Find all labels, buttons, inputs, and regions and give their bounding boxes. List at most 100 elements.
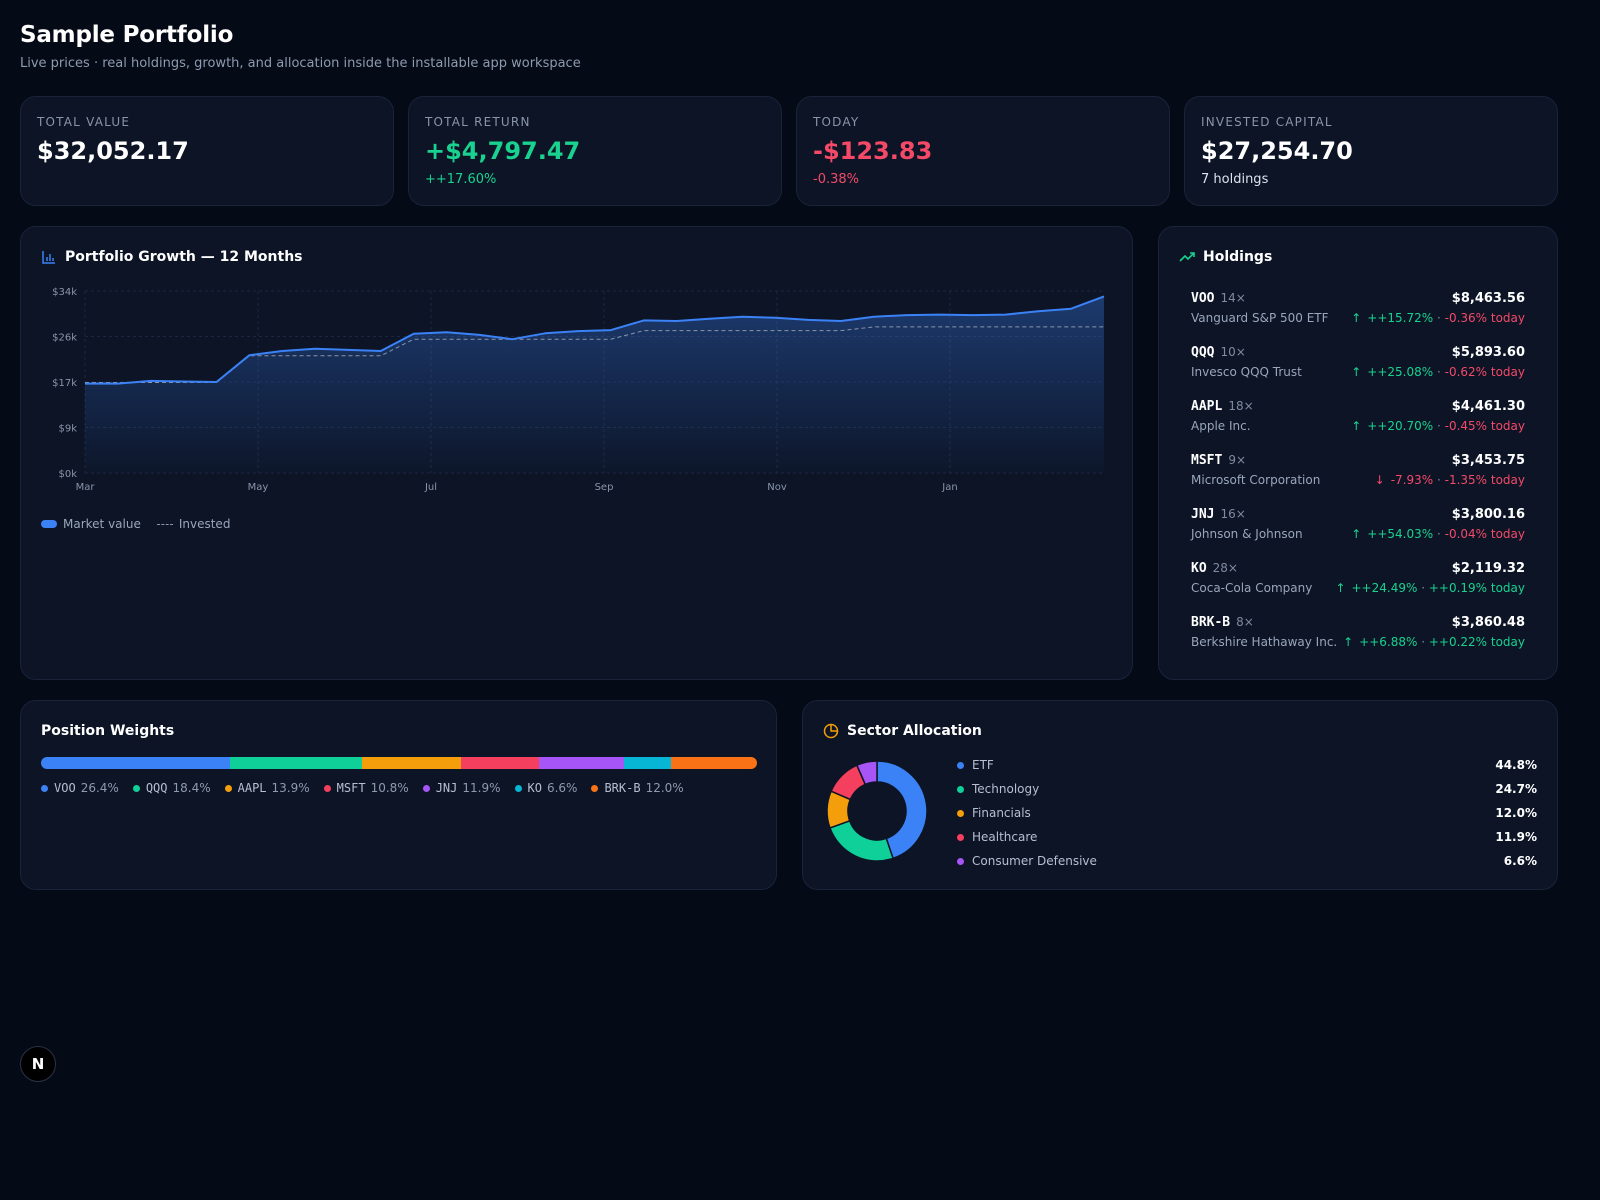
weight-segment-jnj (538, 757, 624, 769)
weights-title: Position Weights (41, 723, 175, 739)
holding-value: $5,893.60 (1451, 345, 1525, 360)
weight-segment-voo (41, 757, 231, 769)
holding-row[interactable]: JNJ 16× Johnson & Johnson $3,800.16 ↑ ++54.03… (1191, 507, 1525, 547)
weight-legend-item: AAPL 13.9% (224, 781, 310, 795)
holding-row[interactable]: MSFT 9× Microsoft Corporation $3,453.75 ↓ -7.… (1191, 453, 1525, 493)
sector-dot (957, 833, 964, 841)
weight-segment-aapl (361, 757, 462, 769)
holding-ticker-text: MSFT (1191, 453, 1223, 468)
holding-shares: 16× (1220, 507, 1246, 521)
separator: · (1417, 581, 1429, 595)
weight-pct: 18.4% (172, 781, 211, 795)
holding-value: $3,860.48 (1451, 615, 1525, 630)
next-logo-icon[interactable]: N (20, 1046, 56, 1082)
weight-dot (514, 784, 522, 792)
weight-pct: 12.0% (645, 781, 684, 795)
stat-card-invested-capital: INVESTED CAPITAL $27,254.70 7 holdings (1184, 96, 1558, 206)
holding-row[interactable]: BRK-B 8× Berkshire Hathaway Inc. $3,860.48 ↑… (1191, 615, 1525, 655)
weight-dot (132, 784, 140, 792)
holding-arrow-icon: ↓ (1374, 473, 1385, 487)
weight-legend-item: JNJ 11.9% (422, 781, 501, 795)
holding-arrow-icon: ↑ (1351, 365, 1362, 379)
holding-today-change: -0.04% today (1444, 527, 1525, 541)
separator: · (1433, 473, 1445, 487)
separator: · (1417, 635, 1429, 649)
holding-shares: 8× (1236, 615, 1254, 629)
holding-change: ↑ ++24.49% · ++0.19% today (1335, 581, 1525, 595)
holding-ticker: VOO 14× (1191, 291, 1246, 306)
weight-ticker: BRK-B (604, 781, 641, 795)
holding-change: ↑ ++25.08% · -0.62% today (1351, 365, 1525, 379)
holding-today-change: -0.45% today (1444, 419, 1525, 433)
holding-ticker: AAPL 18× (1191, 399, 1254, 414)
weight-segment-qqq (230, 757, 362, 769)
weight-pct: 11.9% (462, 781, 501, 795)
stat-label: INVESTED CAPITAL (1201, 115, 1333, 129)
holdings-card: Holdings VOO 14× Vanguard S&P 500 ETF $8,46… (1158, 226, 1558, 680)
y-tick-label: $0k (58, 469, 77, 480)
sector-row: Technology 24.7% (957, 781, 1537, 797)
market-value-area (85, 296, 1104, 473)
holding-ticker-text: QQQ (1191, 345, 1215, 360)
sector-pct: 6.6% (1503, 854, 1537, 868)
stat-label: TODAY (813, 115, 860, 129)
position-weights-card: Position Weights VOO 26.4% QQQ 18.4% AAPL 13.… (20, 700, 777, 890)
sector-pct: 11.9% (1495, 830, 1537, 844)
holding-change: ↓ -7.93% · -1.35% today (1375, 473, 1525, 487)
page-subtitle: Live prices · real holdings, growth, and… (20, 56, 581, 71)
stat-value: $27,254.70 (1201, 137, 1353, 165)
holding-total-return: ++25.08% (1367, 365, 1434, 379)
y-tick-label: $26k (52, 333, 77, 344)
badge-label: N (31, 1055, 45, 1073)
holding-ticker: MSFT 9× (1191, 453, 1246, 468)
trending-up-icon (1179, 252, 1195, 262)
holding-total-return: ++54.03% (1367, 527, 1434, 541)
weight-ticker: MSFT (336, 781, 366, 795)
x-tick-label: Sep (595, 482, 614, 493)
sector-title-text: Sector Allocation (847, 723, 982, 739)
holding-arrow-icon: ↑ (1343, 635, 1354, 649)
holdings-title-text: Holdings (1203, 249, 1273, 265)
holding-total-return: -7.93% (1390, 473, 1434, 487)
holding-today-change: ++0.22% today (1428, 635, 1525, 649)
weight-pct: 13.9% (271, 781, 310, 795)
sector-row: Financials 12.0% (957, 805, 1537, 821)
weight-ticker: KO (527, 781, 542, 795)
holding-name: Invesco QQQ Trust (1191, 365, 1302, 379)
bar-chart-icon (42, 251, 55, 264)
x-tick-label: Jul (424, 482, 437, 493)
portfolio-growth-card: $0k $9k $17k $26k $34k Mar May Jul Sep Nov Jan Por… (20, 226, 1133, 680)
weight-dot (323, 784, 331, 792)
holding-name: Microsoft Corporation (1191, 473, 1321, 487)
holding-row[interactable]: AAPL 18× Apple Inc. $4,461.30 ↑ ++20.70% · -0… (1191, 399, 1525, 439)
holding-change: ↑ ++20.70% · -0.45% today (1351, 419, 1525, 433)
sector-name: Financials (972, 806, 1031, 820)
holding-row[interactable]: KO 28× Coca-Cola Company $2,119.32 ↑ ++24.49%… (1191, 561, 1525, 601)
holding-name: Apple Inc. (1191, 419, 1251, 433)
holding-total-return: ++20.70% (1367, 419, 1434, 433)
weight-segment-msft (461, 757, 539, 769)
sector-dot (957, 857, 964, 865)
holding-change: ↑ ++54.03% · -0.04% today (1351, 527, 1525, 541)
weight-dot (41, 784, 48, 792)
sector-allocation-card: Sector Allocation ETF 44.8% Technology 24.7… (802, 700, 1558, 890)
legend-market-value: Market value (63, 517, 141, 531)
holding-total-return: ++24.49% (1351, 581, 1418, 595)
donut-slice-etf (876, 760, 928, 860)
holding-row[interactable]: QQQ 10× Invesco QQQ Trust $5,893.60 ↑ ++25.08… (1191, 345, 1525, 385)
separator: · (1433, 311, 1445, 325)
donut-slice-consumer-defensive (855, 760, 878, 786)
stat-card-total-value: TOTAL VALUE $32,052.17 (20, 96, 394, 206)
sector-row: Healthcare 11.9% (957, 829, 1537, 845)
pie-chart-icon (823, 723, 839, 739)
weight-dot (422, 784, 430, 792)
holding-shares: 10× (1220, 345, 1246, 359)
stat-label: TOTAL VALUE (37, 115, 131, 129)
holding-row[interactable]: VOO 14× Vanguard S&P 500 ETF $8,463.56 ↑ ++15… (1191, 291, 1525, 331)
weights-bar (41, 757, 757, 769)
weights-legend: VOO 26.4% QQQ 18.4% AAPL 13.9% MSFT 10.8% JNJ 11.… (41, 781, 698, 795)
y-tick-label: $34k (52, 287, 77, 298)
holding-ticker-text: KO (1191, 561, 1207, 576)
holding-value: $8,463.56 (1451, 291, 1525, 306)
weight-ticker: VOO (54, 781, 76, 795)
